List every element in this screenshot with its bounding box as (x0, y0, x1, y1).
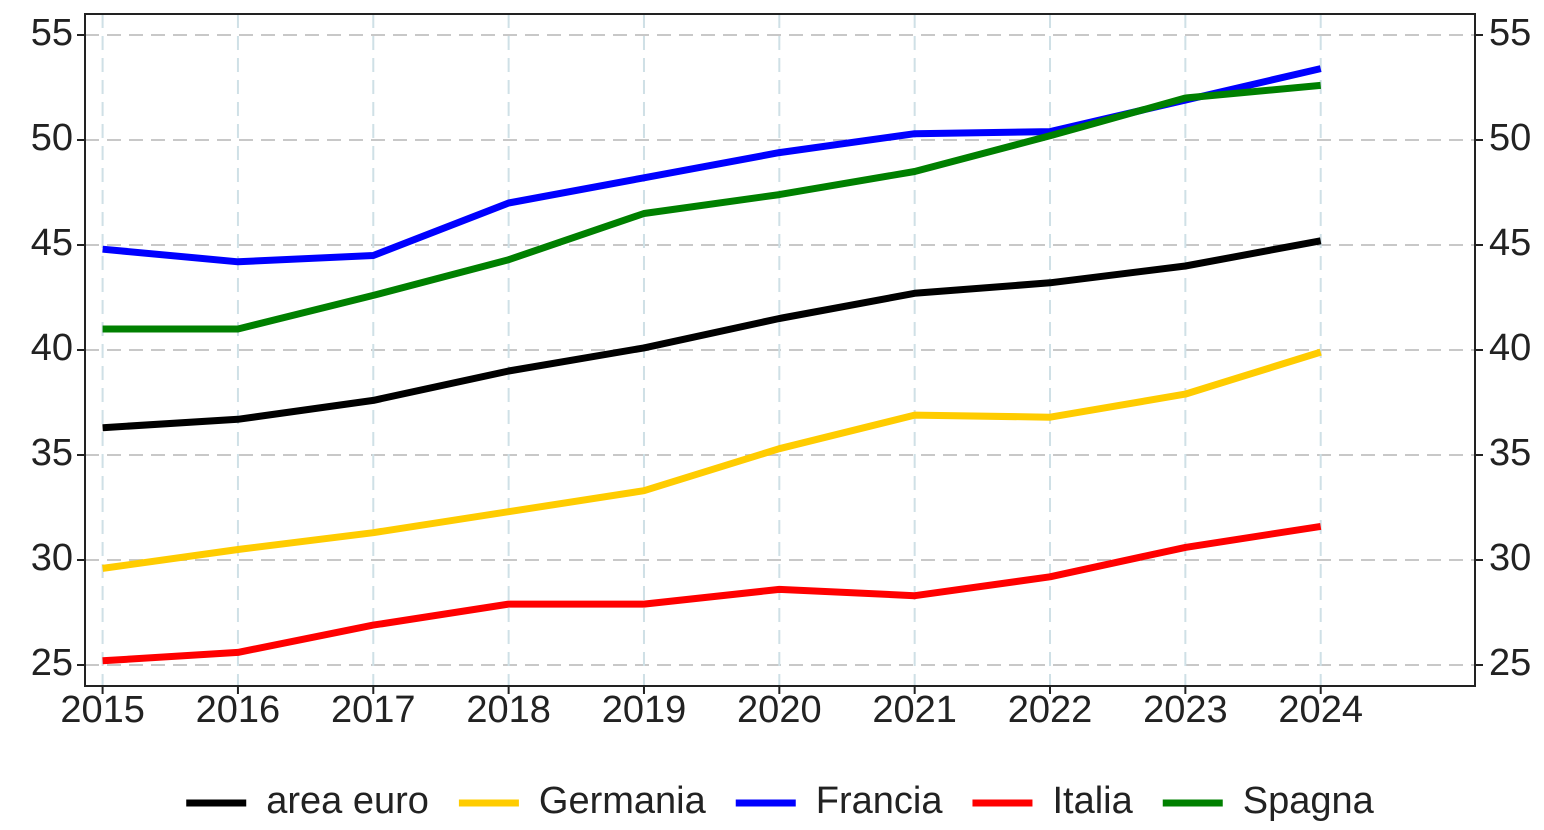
x-tick-label: 2016 (196, 689, 281, 731)
line-series (102, 522, 1322, 665)
y2-tick-label: 45 (1489, 222, 1531, 264)
x-tick-label: 2020 (737, 689, 822, 731)
y2-tick-label: 50 (1489, 117, 1531, 159)
x-tick-label: 2017 (331, 689, 416, 731)
legend-label: area euro (266, 780, 429, 822)
legend: area euro Germania Francia Italia Spagna (186, 780, 1375, 822)
x-tick-label: 2015 (60, 689, 145, 731)
y-tick-label: 55 (31, 12, 73, 54)
x-tick-label: 2018 (466, 689, 551, 731)
y-tick-label: 45 (31, 222, 73, 264)
legend-label: Italia (1052, 780, 1133, 822)
x-tick-label: 2023 (1143, 689, 1228, 731)
legend-label: Francia (816, 780, 944, 822)
y2-tick-label: 35 (1489, 432, 1531, 474)
legend-label: Spagna (1243, 780, 1375, 822)
y-tick-label: 25 (31, 642, 73, 684)
legend-label: Germania (539, 780, 707, 822)
y2-tick-label: 25 (1489, 642, 1531, 684)
y-tick-label: 30 (31, 537, 73, 579)
y2-tick-label: 40 (1489, 327, 1531, 369)
y2-tick-label: 55 (1489, 12, 1531, 54)
y-tick-label: 50 (31, 117, 73, 159)
line-series (102, 65, 1322, 266)
x-tick-label: 2022 (1008, 689, 1093, 731)
line-series (102, 348, 1322, 572)
x-tick-label: 2024 (1278, 689, 1363, 731)
line-series (102, 237, 1322, 432)
y-tick-label: 35 (31, 432, 73, 474)
y2-tick-label: 30 (1489, 537, 1531, 579)
x-tick-label: 2019 (602, 689, 687, 731)
y-tick-label: 40 (31, 327, 73, 369)
x-tick-label: 2021 (872, 689, 957, 731)
plot-frame (84, 13, 1476, 687)
line-series (102, 81, 1322, 333)
